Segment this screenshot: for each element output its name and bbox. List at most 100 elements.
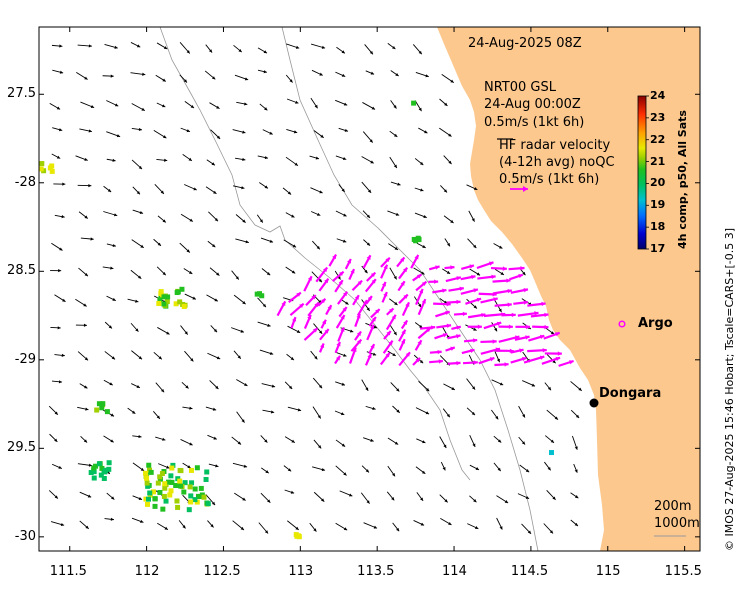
radar-arrowhead: [320, 298, 326, 304]
sst-pixel: [158, 290, 164, 296]
radar-arrowhead: [477, 324, 482, 329]
model-arrowhead: [499, 382, 504, 386]
radar-arrowhead: [299, 303, 304, 308]
radar-arrowhead: [544, 312, 549, 318]
model-arrowhead: [366, 307, 370, 311]
radar-arrowhead: [435, 265, 440, 270]
model-arrowhead: [263, 50, 268, 54]
radar-arrowhead: [356, 313, 361, 319]
sst-pixel: [415, 235, 421, 241]
model-arrowhead: [394, 441, 399, 445]
sst-pixel: [145, 483, 151, 489]
sst-pixel: [205, 501, 211, 507]
radar-arrowhead: [518, 273, 523, 279]
model-arrowhead: [290, 490, 295, 494]
radar-arrowhead: [456, 334, 461, 339]
x-tick-label: 114: [442, 564, 467, 579]
sst-pixel: [106, 460, 112, 466]
depth-contour-1000m: [281, 27, 539, 551]
sst-pixel: [96, 461, 102, 467]
model-arrowhead: [112, 243, 116, 248]
sst-pixel: [179, 286, 185, 292]
model-arrowhead: [318, 278, 322, 283]
sst-pixel: [157, 297, 163, 303]
model-arrowhead: [56, 106, 61, 110]
model-arrowhead: [498, 308, 502, 313]
model-arrowhead: [471, 218, 475, 222]
model-arrowhead: [527, 530, 532, 534]
model-arrowhead: [61, 215, 65, 219]
model-arrowhead: [87, 494, 92, 498]
model-arrowhead: [235, 276, 239, 280]
model-arrowhead: [497, 439, 502, 443]
model-arrowhead: [111, 356, 116, 360]
model-arrowhead: [58, 465, 62, 469]
model-arrowhead: [59, 44, 63, 48]
model-arrowhead: [315, 156, 320, 160]
sst-pixel: [203, 476, 209, 482]
radar-arrowhead: [525, 324, 530, 330]
radar-arrowhead: [481, 312, 486, 318]
model-arrowhead: [244, 102, 248, 106]
model-arrowhead: [296, 329, 301, 333]
model-arrowhead: [393, 276, 397, 280]
model-arrowhead: [476, 272, 481, 276]
model-arrowhead: [114, 103, 119, 107]
model-arrowhead: [373, 525, 378, 529]
model-arrowhead: [475, 467, 480, 470]
radar-arrowhead: [340, 315, 345, 320]
model-arrowhead: [61, 353, 65, 357]
radar-arrowhead: [296, 292, 301, 297]
radar-arrowhead: [434, 279, 439, 284]
model-arrowhead: [111, 496, 115, 500]
model-arrowhead: [314, 104, 318, 109]
model-arrowhead: [420, 188, 424, 192]
model-arrowhead: [138, 165, 143, 170]
argo-marker: [618, 320, 626, 328]
model-arrowhead: [392, 45, 396, 50]
radar-arrowhead: [523, 300, 528, 305]
model-arrowhead: [391, 497, 395, 501]
model-arrowhead: [366, 214, 370, 218]
dongara-label: Dongara: [599, 386, 662, 401]
model-arrowhead: [522, 271, 526, 276]
model-arrowhead: [85, 407, 89, 411]
model-arrowhead: [238, 48, 242, 53]
model-arrowhead: [183, 79, 187, 83]
model-arrowhead: [372, 352, 377, 356]
model-arrowhead: [211, 244, 216, 248]
y-tick-label: -28: [14, 174, 36, 190]
radar-arrowhead: [402, 267, 408, 273]
model-arrowhead: [342, 239, 347, 243]
radar-arrowhead: [442, 333, 448, 338]
model-arrowhead: [188, 270, 193, 274]
sst-pixel: [181, 303, 187, 309]
colorbar-tick-label: 20: [650, 176, 666, 190]
model-arrowhead: [525, 469, 530, 473]
radar-arrowhead: [401, 339, 406, 344]
model-arrowhead: [450, 79, 454, 83]
model-arrowhead: [419, 324, 423, 328]
model-arrowhead: [318, 384, 323, 389]
model-arrowhead: [443, 444, 447, 448]
model-arrowhead: [448, 160, 452, 165]
model-arrowhead: [140, 519, 144, 523]
model-arrowhead: [369, 139, 373, 143]
land-mass: [437, 27, 700, 551]
model-arrowhead: [318, 445, 322, 449]
model-arrowhead: [84, 385, 88, 389]
radar-arrowhead: [508, 324, 513, 329]
model-arrowhead: [293, 130, 298, 134]
radar-arrowhead: [388, 340, 393, 346]
sst-pixel: [169, 479, 175, 485]
radar-arrowhead: [336, 341, 341, 347]
model-arrowhead: [341, 73, 346, 77]
model-arrowhead: [288, 385, 293, 389]
model-arrowhead: [396, 388, 400, 392]
radar-arrowhead: [438, 359, 443, 364]
model-arrowhead: [317, 415, 321, 419]
model-arrowhead: [495, 416, 499, 420]
model-arrowhead: [259, 219, 263, 223]
model-arrowhead: [140, 467, 145, 471]
model-arrowhead: [138, 127, 142, 132]
